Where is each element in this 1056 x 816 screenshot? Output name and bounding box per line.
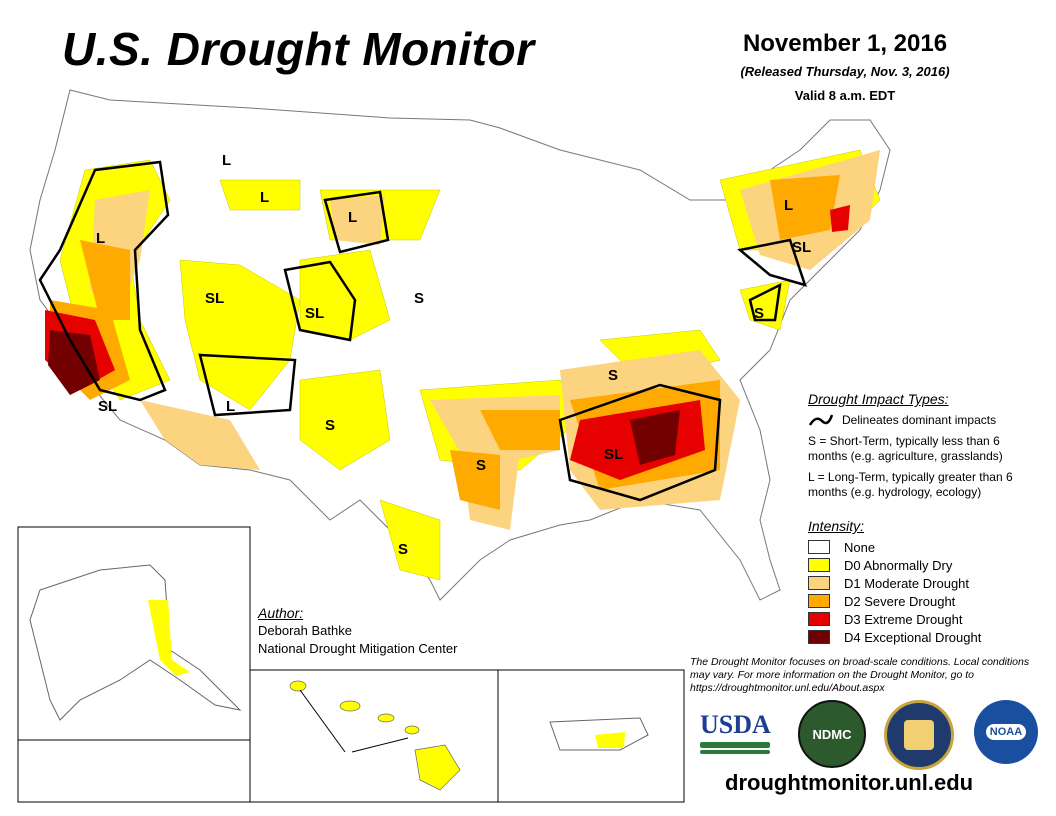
map-label: S [476,457,486,474]
legend-swatch [808,576,830,590]
map-label: L [96,230,105,247]
release-date: (Released Thursday, Nov. 3, 2016) [740,64,950,79]
hawaii-islands [289,680,461,791]
author-name: Deborah Bathke [258,623,352,638]
legend-label: D3 Extreme Drought [844,611,963,627]
page-title: U.S. Drought Monitor [62,23,535,75]
noaa-logo[interactable]: NOAA [974,700,1038,764]
map-label: SL [792,239,811,256]
legend-row: None [808,538,981,556]
ndmc-logo[interactable]: NDMC [798,700,866,768]
legend-swatch [808,630,830,644]
map-label: L [226,398,235,415]
map-label: S [414,290,424,307]
short-term-text: S = Short-Term, typically less than 6 mo… [808,434,1003,463]
website-link[interactable]: droughtmonitor.unl.edu [725,770,974,795]
legend-label: D0 Abnormally Dry [844,557,953,573]
legend-label: D1 Moderate Drought [844,575,970,591]
intensity-heading: Intensity: [808,518,865,534]
impact-labels: L L L L SL SL S L SL L SL S S S S L SL S… [96,152,811,768]
legend-swatch [808,594,830,608]
map-label: SL [604,446,623,463]
hawaii-inset [249,669,499,803]
map-date: November 1, 2016 [742,30,948,57]
map-label: L [260,189,269,206]
legend-row: D3 Extreme Drought [808,610,981,628]
eagle-icon [904,720,934,750]
map-label: L [784,197,793,214]
legend-row: D2 Severe Drought [808,592,981,610]
valid-time: Valid 8 a.m. EDT [794,88,896,103]
legend-swatch [808,612,830,626]
impact-boundaries [38,160,807,502]
map-label: S [754,305,764,322]
long-term-text: L = Long-Term, typically greater than 6 … [808,470,1013,499]
author-heading: Author: [258,605,304,621]
d4-areas [48,330,680,465]
legend-row: D4 Exceptional Drought [808,628,981,646]
legend-swatch [808,540,830,554]
map-label: SL [305,305,324,322]
map-label: S [398,541,408,558]
delineates-text: Delineates dominant impacts [842,413,997,427]
impact-types-heading: Drought Impact Types: [808,391,949,407]
legend-row: D0 Abnormally Dry [808,556,981,574]
intensity-legend: Intensity: None D0 Abnormally Dry D1 Mod… [808,518,981,646]
commerce-seal-logo[interactable] [884,700,954,770]
author-org: National Drought Mitigation Center [258,641,458,656]
alaska-shape [29,564,242,721]
legend-label: D2 Severe Drought [844,593,956,609]
legend-row: D1 Moderate Drought [808,574,981,592]
conus-outline [29,89,891,601]
disclaimer-text: The Drought Monitor focuses on broad-sca… [690,656,1030,694]
map-label: SL [98,398,117,415]
delineation-line-icon [808,414,834,426]
usda-logo-text: USDA [700,710,771,739]
map-label: L [222,152,231,169]
map-label: L [348,209,357,226]
map-label: S [325,417,335,434]
usda-logo[interactable]: USDA [700,710,771,760]
noaa-logo-text: NOAA [985,724,1027,740]
map-label: SL [205,290,224,307]
legend-label: None [844,539,876,555]
legend-swatch [808,558,830,572]
author-block: Author: Deborah Bathke National Drought … [258,604,457,658]
ndmc-logo-text: NDMC [812,726,852,742]
legend-label: D4 Exceptional Drought [844,629,982,645]
map-label: S [608,367,618,384]
impact-types-legend: Drought Impact Types: Delineates dominan… [808,392,1048,500]
